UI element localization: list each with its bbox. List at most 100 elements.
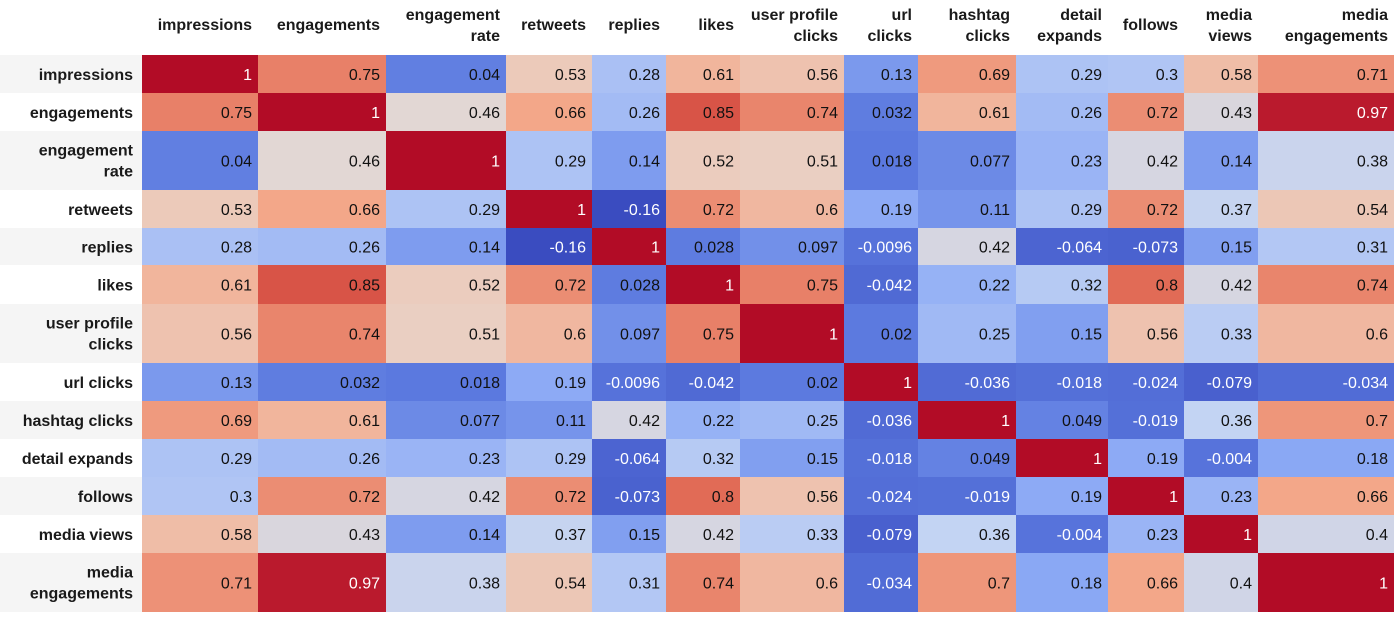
heatmap-cell xyxy=(1108,363,1184,401)
heatmap-cell xyxy=(844,553,918,612)
cell-value-label: 0.097 xyxy=(798,240,838,257)
cell-value-label: 0.02 xyxy=(881,327,912,344)
heatmap-cell xyxy=(142,93,258,131)
column-header-line: replies xyxy=(608,17,660,34)
column-header: media views xyxy=(1206,7,1252,45)
cell-value-label: 0.15 xyxy=(807,451,838,468)
column-header-line: rate xyxy=(471,28,500,45)
cell-value-label: 0.29 xyxy=(469,202,500,219)
heatmap-cell xyxy=(142,515,258,553)
heatmap-cell xyxy=(1258,363,1394,401)
heatmap-cell xyxy=(1016,265,1108,304)
column-header-line: retweets xyxy=(521,17,586,34)
cell-value-label: 0.74 xyxy=(807,105,838,122)
cell-value-label: 1 xyxy=(1169,489,1178,506)
heatmap-cell xyxy=(386,401,506,439)
cell-value-label: 0.15 xyxy=(1071,327,1102,344)
cell-value-label: 0.25 xyxy=(979,327,1010,344)
heatmap-cell xyxy=(1108,228,1184,265)
cell-value-label: 0.14 xyxy=(629,154,660,171)
column-header: engagements xyxy=(277,17,380,34)
cell-value-label: -0.036 xyxy=(867,413,912,430)
heatmap-cell xyxy=(844,304,918,363)
cell-value-label: 0.38 xyxy=(469,576,500,593)
cell-value-label: -0.0096 xyxy=(606,375,660,392)
cell-value-label: 0.13 xyxy=(221,375,252,392)
heatmap-cell xyxy=(844,439,918,477)
cell-value-label: -0.073 xyxy=(1133,240,1178,257)
heatmap-cell xyxy=(1108,265,1184,304)
cell-value-label: 0.33 xyxy=(1221,327,1252,344)
cell-value-label: 0.22 xyxy=(979,278,1010,295)
row-header: user profile clicks xyxy=(46,316,133,354)
heatmap-cell xyxy=(592,401,666,439)
heatmap-cell xyxy=(142,477,258,515)
heatmap-cell xyxy=(666,477,740,515)
heatmap-cell xyxy=(740,363,844,401)
column-header: retweets xyxy=(521,17,586,34)
heatmap-cell xyxy=(918,515,1016,553)
heatmap-cell xyxy=(918,93,1016,131)
row-header-band xyxy=(0,190,142,228)
column-header-line: hashtag xyxy=(949,7,1010,24)
heatmap-cell xyxy=(666,131,740,190)
heatmap-cell xyxy=(1016,131,1108,190)
heatmap-cells xyxy=(142,55,1394,612)
heatmap-cell xyxy=(918,304,1016,363)
cell-value-label: 1 xyxy=(371,105,380,122)
cell-value-label: 0.018 xyxy=(460,375,500,392)
row-header: engagement rate xyxy=(39,143,134,181)
heatmap-cell xyxy=(918,228,1016,265)
column-header-line: url xyxy=(892,7,912,24)
column-header-line: media xyxy=(1206,7,1252,24)
row-header-line: media xyxy=(87,565,133,582)
cell-value-label: -0.018 xyxy=(1057,375,1102,392)
heatmap-cell xyxy=(1184,553,1258,612)
heatmap-cell xyxy=(386,304,506,363)
cell-value-label: 0.43 xyxy=(1221,105,1252,122)
cell-value-label: 1 xyxy=(651,240,660,257)
cell-value-label: 0.4 xyxy=(1366,527,1388,544)
cell-value-labels: 1 0.75 0.04 0.53 0.28 0.61 0.56 0.13 0.69 0.29 0.3… xyxy=(221,67,1388,593)
cell-value-label: 0.69 xyxy=(979,67,1010,84)
cell-value-label: 0.8 xyxy=(1156,278,1178,295)
heatmap-cell xyxy=(918,439,1016,477)
heatmap-cell xyxy=(592,477,666,515)
heatmap-cell xyxy=(844,477,918,515)
row-header-line: url clicks xyxy=(64,375,133,392)
cell-value-label: -0.034 xyxy=(1343,375,1388,392)
heatmap-cell xyxy=(1108,477,1184,515)
heatmap-cell xyxy=(1016,363,1108,401)
cell-value-label: 1 xyxy=(243,67,252,84)
cell-value-label: 0.66 xyxy=(349,202,380,219)
heatmap-cell xyxy=(666,304,740,363)
row-header-line: engagements xyxy=(30,105,133,122)
cell-value-label: 0.85 xyxy=(349,278,380,295)
heatmap-cell xyxy=(740,477,844,515)
heatmap-cell xyxy=(844,363,918,401)
heatmap-cell xyxy=(1016,439,1108,477)
cell-value-label: 0.42 xyxy=(979,240,1010,257)
cell-value-label: 1 xyxy=(1093,451,1102,468)
heatmap-cell xyxy=(666,93,740,131)
cell-value-label: 0.018 xyxy=(872,154,912,171)
heatmap-cell xyxy=(918,363,1016,401)
row-header-band xyxy=(0,265,142,304)
row-header-line: engagement xyxy=(39,143,134,160)
row-header-line: rate xyxy=(104,164,133,181)
column-header: replies xyxy=(608,17,660,34)
heatmap-cell xyxy=(666,363,740,401)
cell-value-label: 0.4 xyxy=(1230,576,1252,593)
cell-value-label: 0.36 xyxy=(1221,413,1252,430)
cell-value-label: 0.04 xyxy=(469,67,500,84)
row-header-line: detail expands xyxy=(22,451,133,468)
cell-value-label: -0.004 xyxy=(1207,451,1252,468)
cell-value-label: 0.7 xyxy=(988,576,1010,593)
heatmap-cell xyxy=(1258,190,1394,228)
heatmap-cell xyxy=(592,93,666,131)
heatmap-cell xyxy=(506,553,592,612)
cell-value-label: 0.38 xyxy=(1357,154,1388,171)
heatmap-cell xyxy=(1108,55,1184,93)
cell-value-label: 0.19 xyxy=(1071,489,1102,506)
